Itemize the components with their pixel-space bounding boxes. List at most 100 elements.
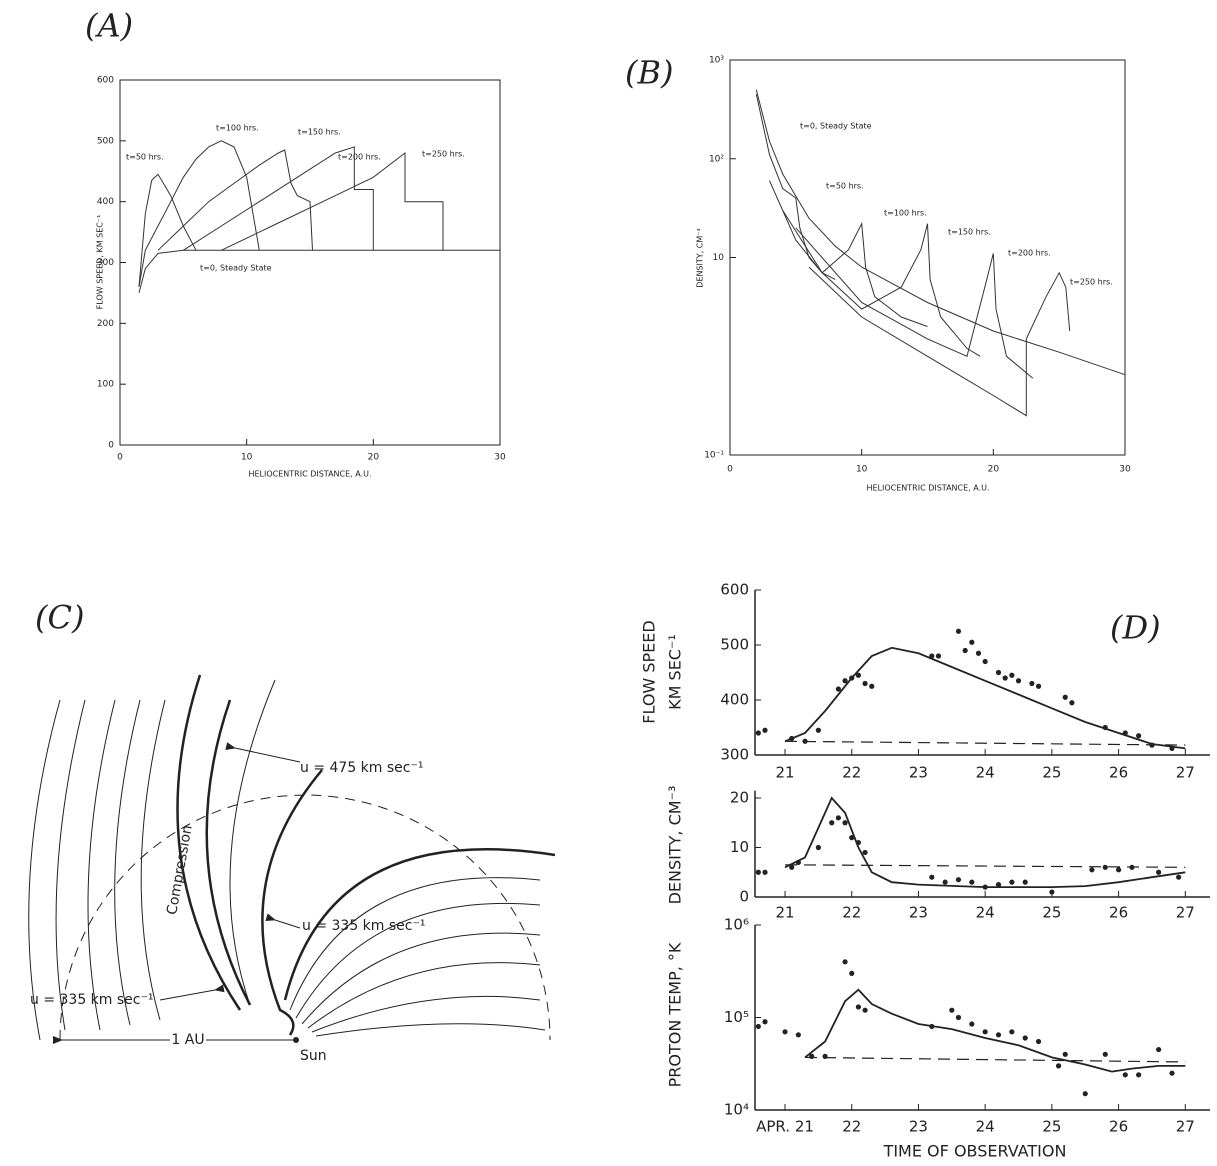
arrow	[265, 913, 301, 929]
data-point	[835, 686, 841, 692]
series-line	[804, 988, 1186, 1073]
data-point	[782, 1029, 788, 1035]
data-point	[1009, 1029, 1015, 1035]
data-point	[1022, 1035, 1028, 1041]
data-point	[815, 727, 821, 733]
x-tick-label: 23	[909, 904, 928, 922]
chart-3: 0 10 20 21 22 23 24 25 26 27 DENSITY, CM⁻³	[666, 786, 1210, 922]
data-point	[1015, 678, 1022, 684]
data-point	[1055, 1063, 1062, 1069]
y-tick-label: 10	[730, 838, 749, 856]
series-label: t=200 hrs.	[1008, 249, 1051, 258]
data-point	[862, 849, 868, 856]
series-line	[138, 140, 260, 287]
y-tick-label: 300	[97, 258, 114, 268]
panel-label: (D)	[1110, 609, 1161, 647]
field-line	[114, 699, 141, 1026]
x-tick-label: 26	[1109, 904, 1128, 922]
x-tick-label: 10	[241, 453, 253, 463]
panel-label: (B)	[625, 54, 673, 92]
series-label: t=0, Steady State	[200, 264, 272, 273]
data-point	[862, 680, 868, 687]
data-point	[929, 874, 935, 880]
baseline	[784, 864, 1186, 868]
x-tick-label: 24	[976, 764, 995, 782]
data-point	[982, 884, 988, 890]
data-point	[1102, 724, 1108, 731]
panel-label: (C)	[35, 599, 84, 637]
y-tick-label: 10⁵	[724, 1008, 749, 1026]
field-line	[307, 962, 541, 1029]
y-tick-label: 100	[97, 380, 114, 390]
data-point	[1082, 1091, 1088, 1097]
data-point	[962, 647, 968, 654]
data-point	[762, 1019, 768, 1025]
data-point	[1176, 874, 1182, 880]
data-point	[755, 869, 761, 875]
data-point	[795, 1032, 801, 1038]
field-line	[289, 877, 541, 1011]
data-point	[995, 882, 1002, 888]
data-point	[1169, 1070, 1175, 1076]
y-tick-label: 600	[97, 76, 114, 86]
series-line	[221, 151, 444, 251]
data-point	[1022, 879, 1028, 885]
y-tick-label: 200	[97, 319, 114, 329]
y-tick-label: 20	[730, 789, 749, 807]
y-tick-label: 10⁶	[724, 916, 749, 934]
data-point	[955, 1014, 962, 1021]
data-point	[762, 727, 768, 733]
data-point	[835, 815, 841, 821]
data-point	[975, 650, 982, 656]
series-line	[784, 646, 1186, 750]
x-tick-label: 23	[909, 1118, 928, 1136]
shock-front	[261, 769, 323, 1036]
data-point	[1009, 672, 1015, 678]
data-point	[1089, 867, 1095, 873]
series-label: t=50 hrs.	[826, 182, 864, 191]
field-line	[28, 699, 61, 1041]
field-line	[295, 902, 541, 1019]
data-point	[995, 1032, 1002, 1038]
x-tick-label: 20	[368, 453, 380, 463]
field-line	[140, 699, 166, 1021]
data-point	[849, 835, 855, 841]
data-point	[1035, 1038, 1042, 1045]
chart-0: 0 100 200 300 400 500 600 0 10 20 30 (A) HELIOCENTRI…	[85, 7, 506, 479]
annotation: 1 AU	[171, 1032, 204, 1048]
chart-2: 300 400 500 600 21 22 23 24 25 26 27 (D) FLOW SPEED K…	[640, 581, 1210, 782]
data-point	[982, 1029, 988, 1035]
data-point	[1062, 694, 1068, 700]
data-point	[1156, 869, 1162, 875]
data-point	[755, 730, 761, 736]
x-tick-label: 21	[775, 904, 794, 922]
x-tick-label: 22	[842, 904, 861, 922]
data-point	[1115, 867, 1122, 873]
y-tick-label: 400	[720, 691, 749, 709]
plot-frame	[729, 59, 1126, 456]
data-point	[969, 879, 975, 885]
data-point	[1102, 1051, 1108, 1057]
data-point	[869, 683, 875, 689]
series-line	[808, 266, 1071, 417]
compression-edge	[176, 674, 242, 1011]
baseline	[784, 740, 1186, 746]
data-point	[1049, 889, 1055, 895]
field-line	[229, 679, 276, 1006]
data-point	[1122, 730, 1128, 736]
arrow	[225, 742, 301, 763]
y-axis-label: FLOW SPEED	[640, 620, 659, 723]
series-label: t=100 hrs.	[884, 209, 927, 218]
data-point	[809, 1053, 815, 1059]
data-point	[842, 820, 848, 826]
x-axis-label: HELIOCENTRIC DISTANCE, A.U.	[248, 470, 371, 479]
data-point	[755, 1023, 761, 1030]
data-point	[855, 1004, 862, 1010]
series-label: t=250 hrs.	[422, 150, 465, 159]
x-axis-label: TIME OF OBSERVATION	[883, 1142, 1067, 1161]
data-point	[969, 1021, 975, 1027]
data-point	[1169, 745, 1175, 752]
data-point	[762, 869, 768, 875]
data-point	[842, 959, 848, 965]
series-line	[784, 796, 1186, 888]
